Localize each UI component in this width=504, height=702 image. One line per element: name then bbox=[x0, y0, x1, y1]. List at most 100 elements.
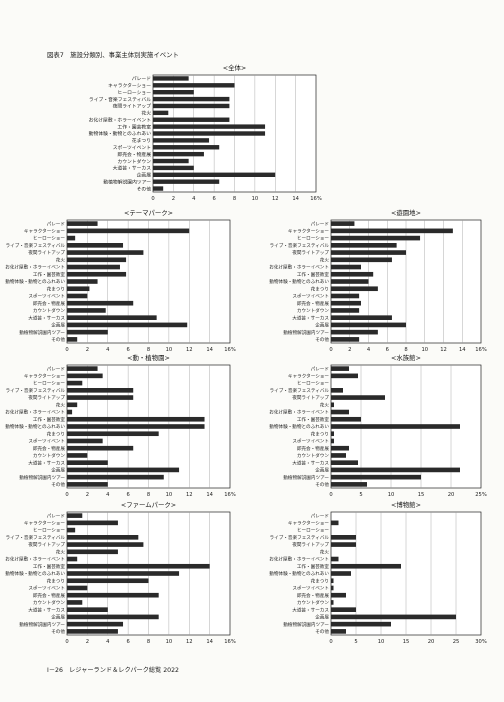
bar bbox=[331, 592, 346, 598]
category-label: 夜間ライトアップ bbox=[113, 103, 152, 110]
bar bbox=[331, 600, 334, 605]
category-label: お化け屋敷・ホラーイベント bbox=[5, 409, 65, 416]
category-label: 即売会・物産展 bbox=[33, 592, 66, 599]
bar bbox=[331, 286, 378, 292]
category-label: 花火 bbox=[56, 548, 66, 555]
bar bbox=[331, 416, 361, 422]
bar bbox=[153, 186, 164, 191]
category-label: 花まつり bbox=[311, 577, 329, 584]
bar bbox=[67, 315, 157, 320]
category-label: パレード bbox=[47, 513, 65, 519]
tick-label: 4 bbox=[106, 347, 110, 353]
category-label: 動植物解説園内ツアー bbox=[19, 329, 65, 336]
bar bbox=[153, 145, 220, 150]
tick-label: 2 bbox=[86, 347, 89, 353]
category-label: パレード bbox=[47, 221, 65, 227]
bar bbox=[331, 221, 355, 226]
category-label: 大道芸・サーカス bbox=[292, 606, 329, 613]
bar bbox=[331, 293, 360, 299]
category-label: パレード bbox=[47, 366, 65, 372]
bar bbox=[67, 228, 190, 234]
category-label: ヒーローショー bbox=[33, 381, 65, 387]
bar bbox=[67, 337, 78, 342]
bar bbox=[67, 402, 78, 408]
bar bbox=[67, 416, 205, 422]
tick-label: 2 bbox=[86, 492, 89, 498]
tick-label: 0 bbox=[65, 492, 68, 498]
category-label: カウントダウン bbox=[297, 452, 330, 459]
category-label: 花まつり bbox=[47, 285, 65, 292]
tick-label: 2 bbox=[86, 639, 89, 645]
category-label: その他 bbox=[315, 481, 329, 488]
chart-1: <テーマパーク> 0 2 4 6 8 10 12 14 16% パレードキャラクターショーヒーローシ… bbox=[5, 209, 236, 353]
bar bbox=[67, 409, 73, 415]
tick-label: 10 bbox=[421, 347, 428, 353]
chart-2: <遊園地> 0 2 4 6 8 10 12 14 16% パレードキャラクターショーヒーローショーラ… bbox=[269, 208, 487, 353]
category-label: 夜間ライトアップ bbox=[28, 541, 65, 548]
bar bbox=[331, 535, 356, 540]
category-label: ライブ・音楽フェスティバル bbox=[270, 387, 330, 394]
category-label: お化け屋敷・ホラーイベント bbox=[269, 556, 329, 563]
bar bbox=[331, 431, 334, 437]
bar bbox=[67, 592, 159, 598]
category-label: 即売会・物産展 bbox=[297, 592, 330, 599]
category-label: キャラクターショー bbox=[24, 520, 65, 527]
bar bbox=[331, 424, 460, 429]
bar bbox=[331, 453, 346, 458]
bar bbox=[67, 279, 98, 284]
category-label: 動物体験・動物とのふれあい bbox=[5, 570, 65, 577]
bar bbox=[153, 179, 220, 184]
tick-label: 0 bbox=[151, 196, 154, 202]
bar bbox=[67, 286, 90, 292]
bar bbox=[67, 264, 120, 270]
bar bbox=[67, 300, 134, 306]
bar bbox=[67, 431, 159, 437]
category-label: 企画展 bbox=[315, 467, 329, 474]
category-label: 花まつり bbox=[311, 285, 329, 292]
bar bbox=[331, 366, 349, 371]
bar bbox=[331, 308, 360, 313]
figure-title: 図表7 施設分類別、事業主体別実施イベント bbox=[47, 51, 179, 59]
chart-6: <博物館> 0 5 10 15 20 25 30% パレードキャラクターショーヒーローショーライ… bbox=[269, 500, 487, 645]
chart-title: <ファームパーク> bbox=[121, 501, 176, 509]
bar bbox=[331, 445, 349, 451]
category-label: 動物体験・動物とのふれあい bbox=[269, 423, 329, 430]
category-label: 動植物解説園内ツアー bbox=[283, 474, 329, 481]
category-label: その他 bbox=[51, 481, 65, 488]
bar bbox=[67, 614, 159, 620]
tick-label: 6 bbox=[126, 492, 129, 498]
tick-label: 0 bbox=[329, 347, 332, 353]
category-label: 動物体験・動物とのふれあい bbox=[5, 423, 65, 430]
category-label: お化け屋敷・ホラーイベント bbox=[269, 264, 329, 271]
category-label: カウントダウン bbox=[297, 599, 330, 606]
bar bbox=[153, 165, 194, 171]
bar bbox=[331, 438, 334, 444]
bar bbox=[67, 556, 78, 562]
tick-label: 4 bbox=[106, 492, 110, 498]
chart-4: <水族館> 0 5 10 15 20 25% パレードキャラクターショーヒーローショーライブ・… bbox=[269, 353, 487, 498]
tick-label: 8 bbox=[404, 347, 407, 353]
bar bbox=[153, 151, 204, 157]
category-label: 動植物解説園内ツアー bbox=[19, 621, 65, 628]
bar bbox=[331, 571, 351, 576]
tick-label: 16% bbox=[224, 639, 236, 645]
bar bbox=[67, 221, 98, 226]
category-label: 大道芸・サーカス bbox=[113, 165, 152, 172]
category-label: 大道芸・サーカス bbox=[28, 314, 65, 321]
bar bbox=[331, 235, 421, 241]
category-label: パレード bbox=[311, 513, 329, 519]
bar bbox=[331, 329, 378, 335]
category-label: ヒーローショー bbox=[33, 528, 65, 534]
bar bbox=[331, 315, 392, 320]
category-label: ヒーローショー bbox=[297, 236, 329, 242]
category-label: 花まつり bbox=[47, 430, 65, 437]
bar bbox=[67, 453, 88, 458]
tick-label: 10 bbox=[166, 492, 173, 498]
bar bbox=[67, 380, 83, 386]
bar bbox=[331, 300, 361, 306]
bar bbox=[67, 373, 103, 379]
bar bbox=[67, 271, 127, 277]
category-label: パレード bbox=[132, 76, 151, 82]
bar bbox=[67, 322, 188, 328]
chart-title: <博物館> bbox=[391, 500, 421, 509]
